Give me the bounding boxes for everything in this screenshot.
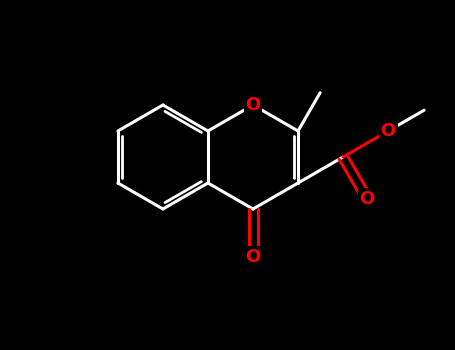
Text: O: O [359,190,374,208]
Text: O: O [380,122,396,140]
Text: O: O [245,96,261,114]
Text: O: O [245,248,261,266]
